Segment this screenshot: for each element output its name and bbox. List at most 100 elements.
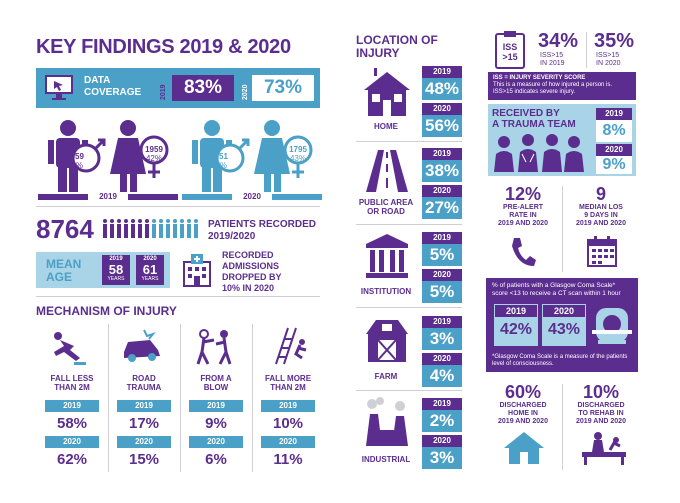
clipboard-icon: [494, 30, 526, 70]
mechanism-year: 2019: [261, 400, 315, 412]
ladder-fall-icon: [266, 326, 310, 366]
gender-2020-year: 2020: [232, 192, 272, 201]
admissions-text: RECORDED ADMISSIONS DROPPED BY 10% IN 2020: [222, 250, 282, 293]
gcs-2020: 2020 43%: [542, 304, 586, 346]
iss-2019-value: 34%: [538, 30, 579, 52]
people-row-icon: [102, 218, 204, 240]
location-year: 2019: [422, 232, 462, 244]
rehab-label: DISCHARGED TO REHAB IN 2019 AND 2020: [576, 402, 626, 425]
mechanism-value: 11%: [273, 451, 303, 468]
location-value-public-2020: 27%: [422, 197, 462, 219]
location-year: 2019: [422, 148, 462, 160]
location-year: 2020: [422, 103, 462, 115]
mechanism-value: 6%: [205, 451, 227, 468]
gcs-note: *Glasgow Coma Scale is a measure of the …: [492, 354, 628, 367]
page-title: KEY FINDINGS 2019 & 2020: [36, 36, 291, 58]
iss-2020-label: ISS>15 IN 2020: [596, 52, 621, 67]
location-year: 2020: [422, 185, 462, 197]
ct-scanner-icon: [592, 306, 634, 346]
prealert-label: PRE-ALERT RATE IN 2019 AND 2020: [498, 204, 548, 227]
mean-age-label: MEAN AGE: [46, 257, 82, 284]
location-value-public-2019: 38%: [422, 160, 462, 182]
road-icon: [364, 148, 410, 194]
mechanism-value: 10%: [272, 415, 304, 432]
coverage-2019-value: 83%: [172, 75, 234, 101]
location-label-public: PUBLIC AREA OR ROAD: [358, 198, 414, 216]
location-label-industrial: INDUSTRIAL: [361, 455, 411, 464]
mechanism-label-fall-more: FALL MORE THAN 2M: [264, 374, 312, 392]
calendar-icon: [586, 234, 618, 268]
location-year: 2019: [422, 398, 462, 410]
mechanism-year: 2019: [117, 400, 171, 412]
male-2020-count: 2351 57%: [210, 152, 228, 170]
location-value-institution-2020: 5%: [422, 281, 462, 303]
location-value-home-2019: 48%: [422, 78, 462, 100]
mechanism-year: 2020: [117, 436, 171, 448]
location-year: 2020: [422, 435, 462, 447]
phone-icon: [508, 234, 538, 268]
location-year: 2020: [422, 269, 462, 281]
location-title: LOCATION OF INJURY: [356, 33, 438, 60]
female-2019-count: 1959 42%: [145, 145, 163, 163]
gender-2019-year: 2019: [88, 192, 128, 201]
factory-icon: [360, 396, 414, 448]
mechanism-year: 2020: [45, 436, 99, 448]
location-value-industrial-2020: 3%: [422, 447, 462, 469]
mechanism-label-blow: FROM A BLOW: [200, 374, 232, 392]
iss-note: ISS = INJURY SEVERITY SCORE This is a me…: [488, 72, 636, 100]
trauma-2020-year: 2020: [596, 144, 632, 156]
location-value-home-2020: 56%: [422, 115, 462, 137]
hospital-icon: [180, 252, 214, 288]
coverage-2019-year: 2019: [160, 84, 167, 100]
institution-icon: [364, 232, 410, 280]
los-value: 9: [595, 184, 606, 204]
location-year: 2019: [422, 316, 462, 328]
location-value-industrial-2019: 2%: [422, 410, 462, 432]
mechanism-year: 2019: [189, 400, 243, 412]
female-2020-count: 1795 43%: [289, 145, 307, 163]
coverage-label: DATA COVERAGE: [84, 75, 142, 98]
fight-icon: [192, 328, 236, 366]
car-crash-icon: [120, 328, 164, 366]
gcs-2019: 2019 42%: [494, 304, 538, 346]
mechanism-value: 17%: [128, 415, 160, 432]
coverage-2020-year: 2020: [242, 84, 249, 100]
iss-2020-value: 35%: [594, 30, 635, 52]
location-label-home: HOME: [374, 122, 398, 131]
house-icon: [362, 66, 412, 118]
location-value-farm-2020: 4%: [422, 365, 462, 387]
mechanism-value: 15%: [128, 451, 160, 468]
coverage-2020-value: 73%: [252, 75, 314, 101]
mean-age-2020: 2020 61 YEARS: [136, 255, 164, 285]
iss-2019-label: ISS>15 IN 2019: [540, 52, 565, 67]
mechanism-value: 62%: [56, 451, 88, 468]
location-value-institution-2019: 5%: [422, 244, 462, 266]
prealert-value: 12%: [504, 184, 542, 204]
rehab-value: 10%: [582, 382, 620, 402]
location-year: 2019: [422, 66, 462, 78]
trauma-2020-value: 9%: [596, 156, 632, 174]
location-label-farm: FARM: [374, 372, 398, 381]
mechanism-year: 2020: [189, 436, 243, 448]
home-icon: [502, 430, 546, 466]
rehab-icon: [580, 430, 628, 466]
barn-icon: [362, 316, 412, 364]
location-year: 2020: [422, 353, 462, 365]
patients-label: PATIENTS RECORDED 2019/2020: [208, 219, 316, 242]
home-discharge-value: 60%: [504, 382, 542, 402]
patients-number: 8764: [36, 214, 94, 244]
location-label-institution: INSTITUTION: [360, 287, 412, 296]
mechanism-year: 2019: [45, 400, 99, 412]
location-value-farm-2019: 3%: [422, 328, 462, 350]
monitor-icon: [44, 74, 74, 102]
team-icon: [492, 132, 586, 174]
fall-icon: [50, 328, 90, 366]
mechanism-title: MECHANISM OF INJURY: [36, 304, 177, 318]
gcs-title: % of patients with a Glasgow Coma Scale*…: [492, 282, 621, 297]
mechanism-label-fall-less: FALL LESS THAN 2M: [50, 374, 94, 392]
iss-icon-text: ISS >15: [502, 42, 518, 62]
trauma-team-label: RECEIVED BY A TRAUMA TEAM: [492, 108, 576, 130]
los-label: MEDIAN LOS 9 DAYS IN 2019 AND 2020: [576, 204, 626, 227]
home-discharge-label: DISCHARGED HOME IN 2019 AND 2020: [498, 402, 548, 425]
mean-age-2019: 2019 58 YEARS: [102, 255, 130, 285]
